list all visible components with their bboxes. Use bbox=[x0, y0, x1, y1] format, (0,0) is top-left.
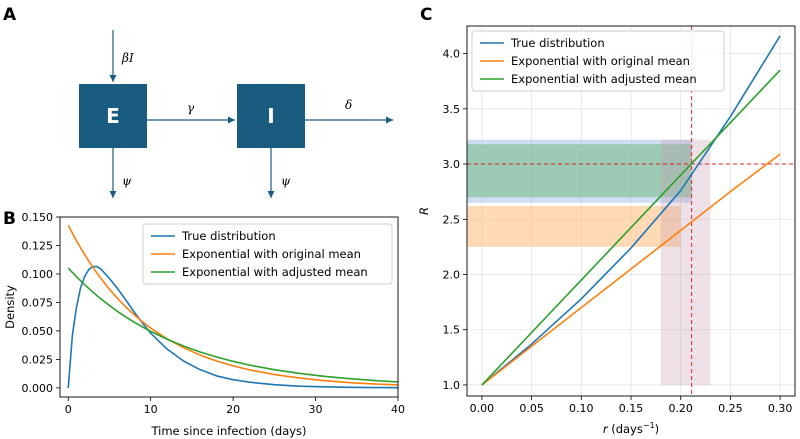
density-series-exponential-with-adjusted-mean bbox=[67, 267, 398, 383]
panel-letter-a: A bbox=[3, 5, 17, 25]
r-x-tick-label: 0.05 bbox=[519, 402, 544, 415]
r-x-tick-label: 0.10 bbox=[569, 402, 594, 415]
r-x-tick-label: 0.20 bbox=[668, 402, 693, 415]
compartment-i-box bbox=[237, 84, 305, 148]
density-y-axis-label: Density bbox=[3, 285, 17, 329]
transition-label: γ bbox=[187, 101, 195, 115]
r-series-exponential-with-adjusted-mean bbox=[481, 69, 781, 386]
r-y-tick-label: 2.0 bbox=[443, 269, 461, 282]
density-series-true-distribution bbox=[67, 265, 398, 389]
death-e-label: ψ bbox=[122, 174, 132, 188]
r-legend-original: Exponential with original mean bbox=[511, 54, 690, 68]
r-vertical-band bbox=[660, 139, 711, 385]
r-series-true-distribution bbox=[481, 35, 781, 386]
r-y-tick-label: 4.0 bbox=[443, 48, 461, 61]
r-legend-true: True distribution bbox=[510, 36, 605, 50]
r-x-tick-label: 0.30 bbox=[768, 402, 793, 415]
r-x-tick-label: 0.15 bbox=[619, 402, 644, 415]
density-legend: True distribution Exponential with origi… bbox=[142, 223, 393, 285]
density-y-tick-label: 0.125 bbox=[22, 239, 54, 252]
r-x-tick-label: 0.00 bbox=[470, 402, 495, 415]
density-x-tick-label: 20 bbox=[226, 403, 240, 416]
r-y-axis-label: R bbox=[417, 207, 431, 215]
compartment-i-label: I bbox=[267, 104, 274, 128]
density-legend-true: True distribution bbox=[181, 229, 276, 243]
r-x-axis-label: r (days−1) bbox=[603, 421, 659, 436]
density-y-tick-label: 0.100 bbox=[22, 268, 54, 281]
density-y-tick-label: 0.050 bbox=[22, 325, 54, 338]
inflow-label: βI bbox=[121, 51, 134, 65]
compartment-diagram: βI E γ I δ ψ ψ bbox=[79, 30, 393, 198]
r-plot-frame bbox=[466, 25, 796, 397]
r-legend-box bbox=[471, 30, 725, 92]
density-legend-box bbox=[142, 223, 393, 285]
density-y-tick-label: 0.000 bbox=[22, 382, 54, 395]
density-legend-original: Exponential with original mean bbox=[182, 247, 361, 261]
density-y-tick-label: 0.150 bbox=[22, 211, 54, 224]
density-x-tick-label: 0 bbox=[65, 403, 72, 416]
compartment-e-box bbox=[79, 84, 147, 148]
density-x-tick-label: 30 bbox=[309, 403, 323, 416]
r-legend-adjusted: Exponential with adjusted mean bbox=[511, 72, 697, 86]
density-plot-frame bbox=[59, 216, 399, 398]
density-x-tick-label: 10 bbox=[144, 403, 158, 416]
panel-letter-c: C bbox=[420, 5, 432, 25]
r-y-tick-label: 2.5 bbox=[443, 213, 461, 226]
density-y-tick-label: 0.075 bbox=[22, 296, 54, 309]
density-series-exponential-with-original-mean bbox=[67, 224, 398, 386]
compartment-e-label: E bbox=[106, 104, 120, 128]
r-x-tick-label: 0.25 bbox=[718, 402, 743, 415]
r-y-tick-label: 1.0 bbox=[443, 379, 461, 392]
death-i-label: ψ bbox=[281, 174, 291, 188]
outflow-label: δ bbox=[345, 98, 352, 112]
density-x-tick-label: 40 bbox=[391, 403, 405, 416]
r-y-tick-label: 3.0 bbox=[443, 158, 461, 171]
r-y-tick-label: 1.5 bbox=[443, 324, 461, 337]
r-y-tick-label: 3.5 bbox=[443, 103, 461, 116]
r-series-exponential-with-original-mean bbox=[481, 153, 781, 386]
r-green-band bbox=[467, 144, 692, 198]
density-y-tick-label: 0.025 bbox=[22, 353, 54, 366]
reproduction-number-chart: 0.00 0.05 0.10 0.15 0.20 0.25 0.30 1.0 1.5 2.0 2.5… bbox=[417, 25, 796, 436]
r-blue-band bbox=[467, 139, 692, 203]
density-x-axis-label: Time since infection (days) bbox=[150, 424, 306, 438]
panel-letter-b: B bbox=[3, 209, 16, 229]
density-chart: 0 10 20 30 40 0.000 0.025 0.050 0.075 0.100 0.125 0… bbox=[3, 211, 405, 438]
density-legend-adjusted: Exponential with adjusted mean bbox=[182, 265, 368, 279]
r-legend: True distribution Exponential with origi… bbox=[471, 30, 725, 92]
